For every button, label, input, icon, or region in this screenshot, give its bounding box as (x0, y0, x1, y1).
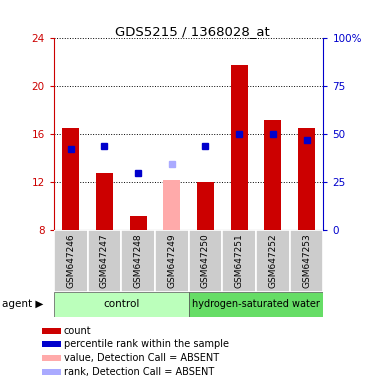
Text: count: count (64, 326, 92, 336)
Text: percentile rank within the sample: percentile rank within the sample (64, 339, 229, 349)
Bar (163, 180, 180, 230)
Text: GSM647248: GSM647248 (134, 234, 142, 288)
Text: value, Detection Call = ABSENT: value, Detection Call = ABSENT (64, 353, 219, 363)
Bar (231, 65, 248, 230)
Bar (256, 230, 290, 292)
Bar (223, 230, 256, 292)
Bar (298, 128, 315, 230)
Text: rank, Detection Call = ABSENT: rank, Detection Call = ABSENT (64, 367, 214, 377)
Bar (42, 355, 60, 361)
Bar (42, 328, 60, 334)
Bar (189, 292, 323, 317)
Text: GSM647252: GSM647252 (268, 234, 277, 288)
Bar (155, 230, 189, 292)
Bar (290, 230, 323, 292)
Text: GDS5215 / 1368028_at: GDS5215 / 1368028_at (115, 25, 270, 38)
Text: agent ▶: agent ▶ (2, 299, 43, 310)
Bar (121, 230, 155, 292)
Text: GSM647251: GSM647251 (235, 234, 244, 288)
Bar (42, 369, 60, 375)
Text: GSM647250: GSM647250 (201, 234, 210, 288)
Text: GSM647246: GSM647246 (66, 234, 75, 288)
Text: GSM647247: GSM647247 (100, 234, 109, 288)
Bar (62, 128, 79, 230)
Bar (130, 216, 147, 230)
Bar (96, 173, 113, 230)
Bar (54, 230, 88, 292)
Bar (42, 341, 60, 348)
Text: hydrogen-saturated water: hydrogen-saturated water (192, 299, 320, 310)
Text: control: control (103, 299, 139, 310)
Bar (189, 230, 223, 292)
Bar (197, 182, 214, 230)
Bar (264, 120, 281, 230)
Text: GSM647249: GSM647249 (167, 234, 176, 288)
Bar (54, 292, 189, 317)
Bar (88, 230, 121, 292)
Text: GSM647253: GSM647253 (302, 234, 311, 288)
